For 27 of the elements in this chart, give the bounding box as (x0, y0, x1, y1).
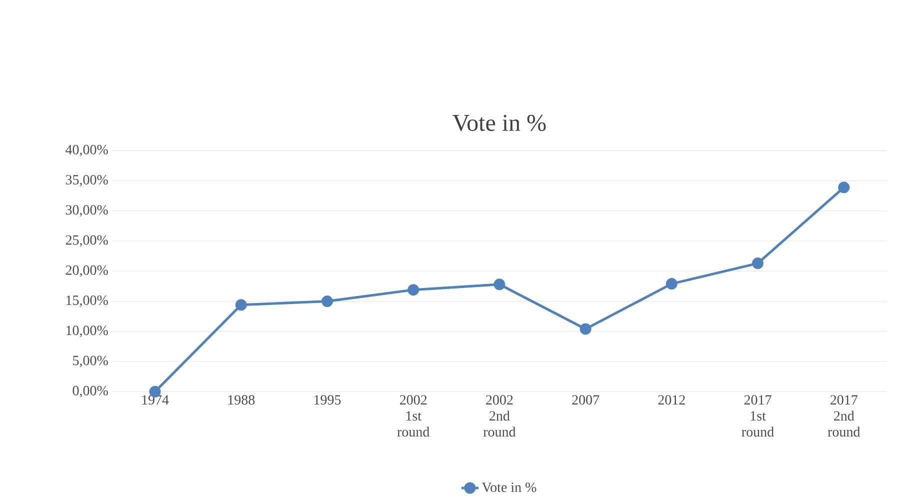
point (494, 278, 506, 290)
y-tick-label: 15,00% (66, 295, 108, 307)
x-tick-label: 2002 2nd round (483, 394, 516, 436)
y-tick-label: 5,00% (73, 356, 108, 368)
x-tick-label: 2017 2nd round (828, 394, 860, 436)
y-tick-label: 0,00% (72, 386, 108, 398)
point (235, 298, 247, 310)
point (321, 295, 333, 307)
point (752, 257, 764, 269)
point (666, 278, 678, 290)
legend-label: Vote in % (482, 482, 536, 492)
x-tick-label: 1995 (314, 394, 341, 404)
point (580, 323, 592, 335)
x-tick-label: 2007 (572, 394, 600, 404)
point (408, 284, 420, 296)
x-tick-label: 2002 1st round (397, 394, 430, 436)
y-tick-label: 20,00% (66, 265, 108, 277)
point (838, 181, 850, 193)
y-tick-label: 25,00% (66, 235, 108, 247)
x-tick-label: 2012 (658, 394, 685, 404)
x-tick-label: 2017 1st round (742, 394, 774, 436)
y-tick-label: 35,00% (66, 174, 108, 186)
chart-title: Vote in % (452, 114, 546, 131)
y-tick-label: 40,00% (66, 144, 108, 156)
y-tick-label: 10,00% (66, 325, 108, 337)
y-tick-label: 30,00% (66, 204, 108, 216)
x-tick-label: 1988 (228, 394, 255, 404)
